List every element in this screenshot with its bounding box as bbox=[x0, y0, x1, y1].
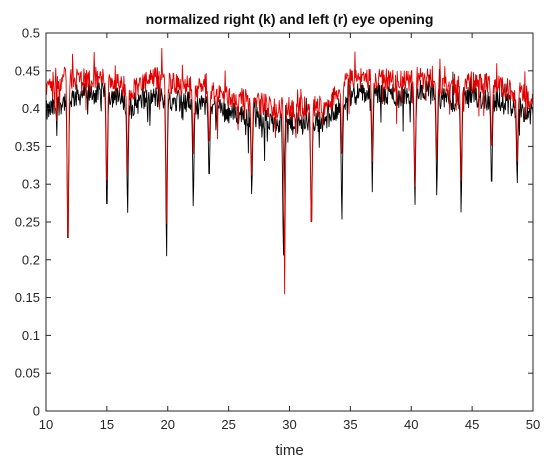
x-tick-label: 15 bbox=[100, 417, 114, 432]
x-tick-label: 30 bbox=[282, 417, 296, 432]
x-tick-label: 10 bbox=[39, 417, 53, 432]
x-tick-label: 20 bbox=[161, 417, 175, 432]
x-tick-label: 35 bbox=[343, 417, 357, 432]
x-tick-label: 45 bbox=[465, 417, 479, 432]
y-tick-label: 0.35 bbox=[15, 139, 40, 154]
y-tick-label: 0.25 bbox=[15, 215, 40, 230]
left-eye-series-line bbox=[45, 47, 534, 295]
y-tick-label: 0.1 bbox=[22, 328, 40, 343]
y-tick-label: 0.3 bbox=[22, 177, 40, 192]
y-tick-label: 0.45 bbox=[15, 63, 40, 78]
x-tick-label: 40 bbox=[404, 417, 418, 432]
x-tick-label: 25 bbox=[221, 417, 235, 432]
axes: 10 15 20 25 30 35 40 45 50 0 0.05 0.1 0.15 0.2 0.25 0.3… bbox=[15, 26, 541, 433]
x-tick-label: 50 bbox=[526, 417, 540, 432]
y-tick-label: 0.05 bbox=[15, 366, 40, 381]
y-tick-label: 0.2 bbox=[22, 252, 40, 267]
y-tick-label: 0 bbox=[33, 404, 40, 419]
y-tick-label: 0.5 bbox=[22, 26, 40, 41]
chart-title: normalized right (k) and left (r) eye op… bbox=[146, 11, 434, 27]
plot-area bbox=[45, 47, 534, 295]
x-axis-label: time bbox=[275, 442, 303, 459]
right-eye-series-line bbox=[45, 69, 534, 257]
y-tick-label: 0.4 bbox=[22, 101, 40, 116]
y-tick-label: 0.15 bbox=[15, 290, 40, 305]
